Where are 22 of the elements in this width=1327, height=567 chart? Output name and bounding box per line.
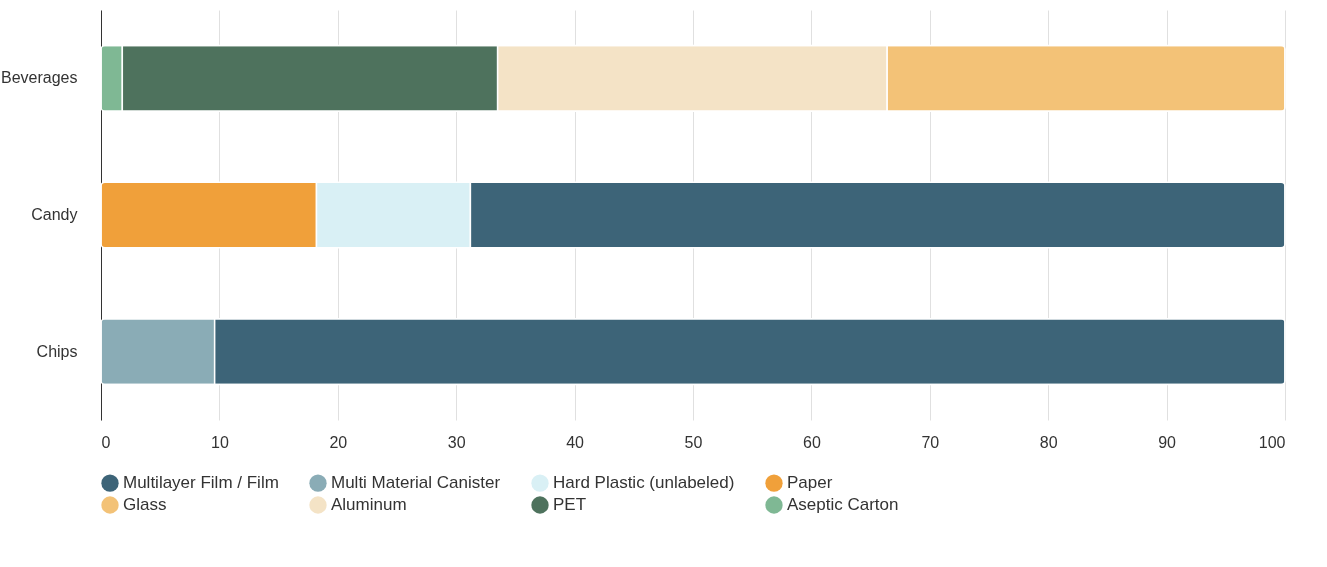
legend-label: Multi Material Canister <box>331 473 501 493</box>
x-tick-label: 20 <box>329 433 348 451</box>
x-tick-label: 100 <box>1258 433 1286 451</box>
legend-label: PET <box>553 495 587 514</box>
x-tick-label: 80 <box>1039 433 1058 451</box>
legend-label: Hard Plastic (unlabeled) <box>553 473 735 493</box>
x-tick-label: 40 <box>566 433 585 451</box>
x-tick-label: 60 <box>803 433 821 451</box>
y-tick-label: Candy <box>31 206 78 223</box>
legend-label: Glass <box>123 495 167 514</box>
y-tick-label: Beverages <box>1 69 78 87</box>
x-tick-label: 50 <box>684 433 703 451</box>
x-tick-label: 70 <box>921 433 940 451</box>
y-tick-label: Chips <box>36 342 78 360</box>
x-tick-label: 30 <box>447 433 466 451</box>
legend-label: Aluminum <box>331 495 407 514</box>
legend-label: Aseptic Carton <box>787 495 899 514</box>
legend-label: Paper <box>787 473 833 493</box>
x-tick-label: 0 <box>101 433 111 451</box>
x-tick-label: 10 <box>211 433 229 451</box>
x-tick-label: 90 <box>1158 433 1177 451</box>
legend-label: Multilayer Film / Film <box>123 473 279 493</box>
